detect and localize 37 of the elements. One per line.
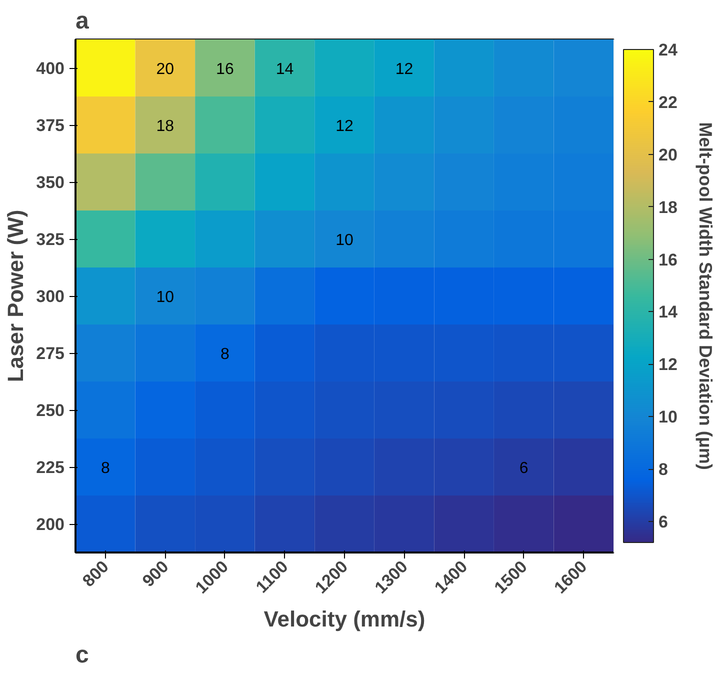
y-tick-label: 325 <box>36 230 65 249</box>
x-axis-title: Velocity (mm/s) <box>264 606 426 632</box>
annotation: 18 <box>156 118 174 135</box>
color-bar-label: 18 <box>658 198 678 217</box>
y-tick-label: 275 <box>36 344 65 363</box>
y-tick-label: 400 <box>36 59 65 78</box>
annotation: 12 <box>395 61 414 78</box>
annotation: 16 <box>216 61 234 78</box>
x-tick-label: 900 <box>138 557 172 591</box>
y-axis-title: Laser Power (W) <box>3 210 28 382</box>
y-tick-label: 375 <box>36 116 65 135</box>
annotation: 14 <box>276 61 294 78</box>
text: a <box>76 8 90 34</box>
color-bar-label: 20 <box>658 145 678 164</box>
y-tick-label: 250 <box>36 401 65 420</box>
color-bar-label: 16 <box>658 250 678 270</box>
y-tick-label: 200 <box>36 515 65 534</box>
annotation: 8 <box>220 346 230 363</box>
color-bar-label: 6 <box>658 512 668 532</box>
color-bar-label: 10 <box>658 408 678 427</box>
annotation: 12 <box>336 118 354 135</box>
color-bar-label: 14 <box>658 302 678 322</box>
annotation: 10 <box>336 232 354 249</box>
x-tick-label: 800 <box>78 557 112 591</box>
color-bar-label: 8 <box>658 460 668 480</box>
y-tick-label: 350 <box>36 173 65 192</box>
color-bar-label: 24 <box>658 40 678 60</box>
color-bar-label: 22 <box>658 92 678 112</box>
color-bar-label: 12 <box>658 355 678 374</box>
annotation: 10 <box>156 289 174 306</box>
y-tick-label: 300 <box>36 287 65 306</box>
y-tick-label: 225 <box>36 458 65 477</box>
annotation: 8 <box>100 460 110 477</box>
text: c <box>76 642 89 668</box>
color-bar-title: Melt-pool Width Standard Deviation (μm) <box>696 122 716 470</box>
annotation: 20 <box>156 61 174 78</box>
annotation: 6 <box>519 460 528 477</box>
